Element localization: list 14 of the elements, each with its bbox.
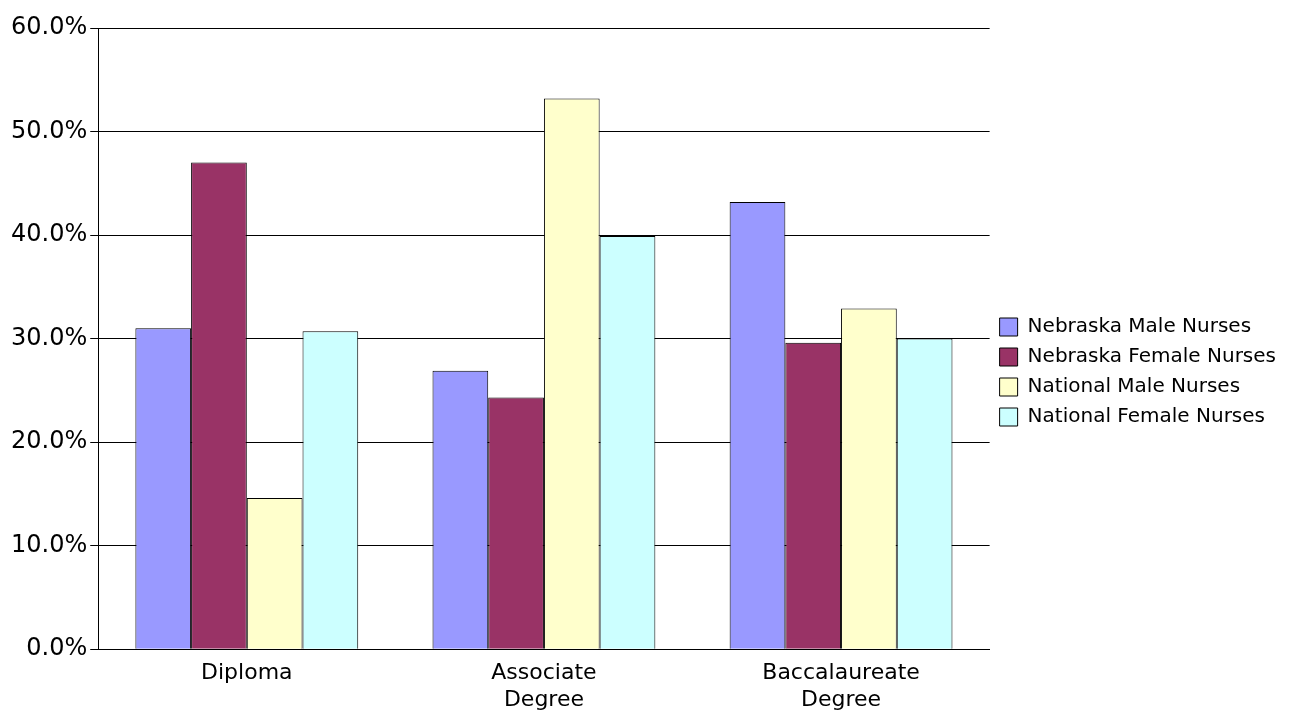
y-tick-label: 0.0% [26, 633, 88, 662]
y-tick-label: 40.0% [10, 219, 88, 248]
y-tick-label: 10.0% [10, 529, 88, 558]
legend-label: National Female Nurses [1027, 403, 1265, 428]
y-tick-label: 60.0% [10, 12, 88, 41]
y-tick-label: 50.0% [10, 115, 88, 144]
x-tick-label: Diploma [201, 659, 293, 685]
y-tick-label: 20.0% [10, 426, 88, 455]
x-tick-label: Associate Degree [491, 659, 597, 711]
legend-label: National Male Nurses [1027, 373, 1241, 398]
legend-label: Nebraska Female Nurses [1027, 343, 1277, 368]
x-tick-label: Baccalaureate Degree [762, 659, 920, 711]
y-tick-label: 30.0% [10, 322, 88, 351]
legend-label: Nebraska Male Nurses [1027, 313, 1252, 338]
